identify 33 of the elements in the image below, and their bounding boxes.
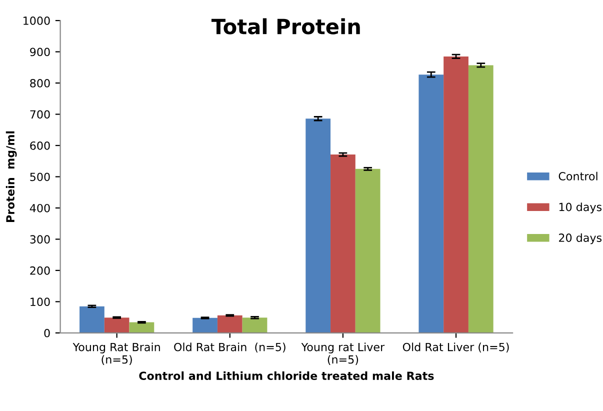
y-axis-title: Protein mg/ml <box>6 131 17 222</box>
y-tick-label: 800 <box>30 78 50 88</box>
x-axis-title: Control and Lithium chloride treated male Rats <box>139 371 434 380</box>
bar <box>444 56 468 333</box>
y-tick-label: 0 <box>44 328 50 338</box>
bar <box>129 322 154 333</box>
x-tick-label: Old Rat Brain (n=5) <box>174 342 286 353</box>
chart-title: Total Protein <box>211 18 360 34</box>
bar <box>306 118 331 333</box>
bar <box>330 154 356 333</box>
x-tick-label: Old Rat Liver (n=5) <box>402 342 509 353</box>
legend-label: 20 days <box>559 233 602 244</box>
y-tick-label: 100 <box>30 298 50 306</box>
x-tick-label: Young Rat Brain (n=5) <box>72 342 160 365</box>
bar <box>217 315 242 333</box>
y-tick-label: 300 <box>30 235 50 244</box>
bar <box>242 318 268 333</box>
bar <box>104 318 130 333</box>
y-tick-label: 700 <box>30 110 50 119</box>
bar <box>355 168 380 333</box>
y-tick-label: 200 <box>30 266 50 275</box>
y-tick-label: 900 <box>30 48 50 56</box>
y-tick-label: 500 <box>30 172 50 182</box>
bar <box>418 74 444 333</box>
y-tick-label: 400 <box>30 204 50 212</box>
legend-label: 10 days <box>559 202 602 214</box>
x-tick-label: Young rat Liver (n=5) <box>301 342 385 365</box>
y-tick-label: 1000 <box>24 16 50 25</box>
bar <box>80 306 104 333</box>
bar <box>468 65 494 333</box>
bar <box>192 318 218 333</box>
y-tick-label: 600 <box>30 141 50 150</box>
legend-label: Control <box>558 172 598 180</box>
